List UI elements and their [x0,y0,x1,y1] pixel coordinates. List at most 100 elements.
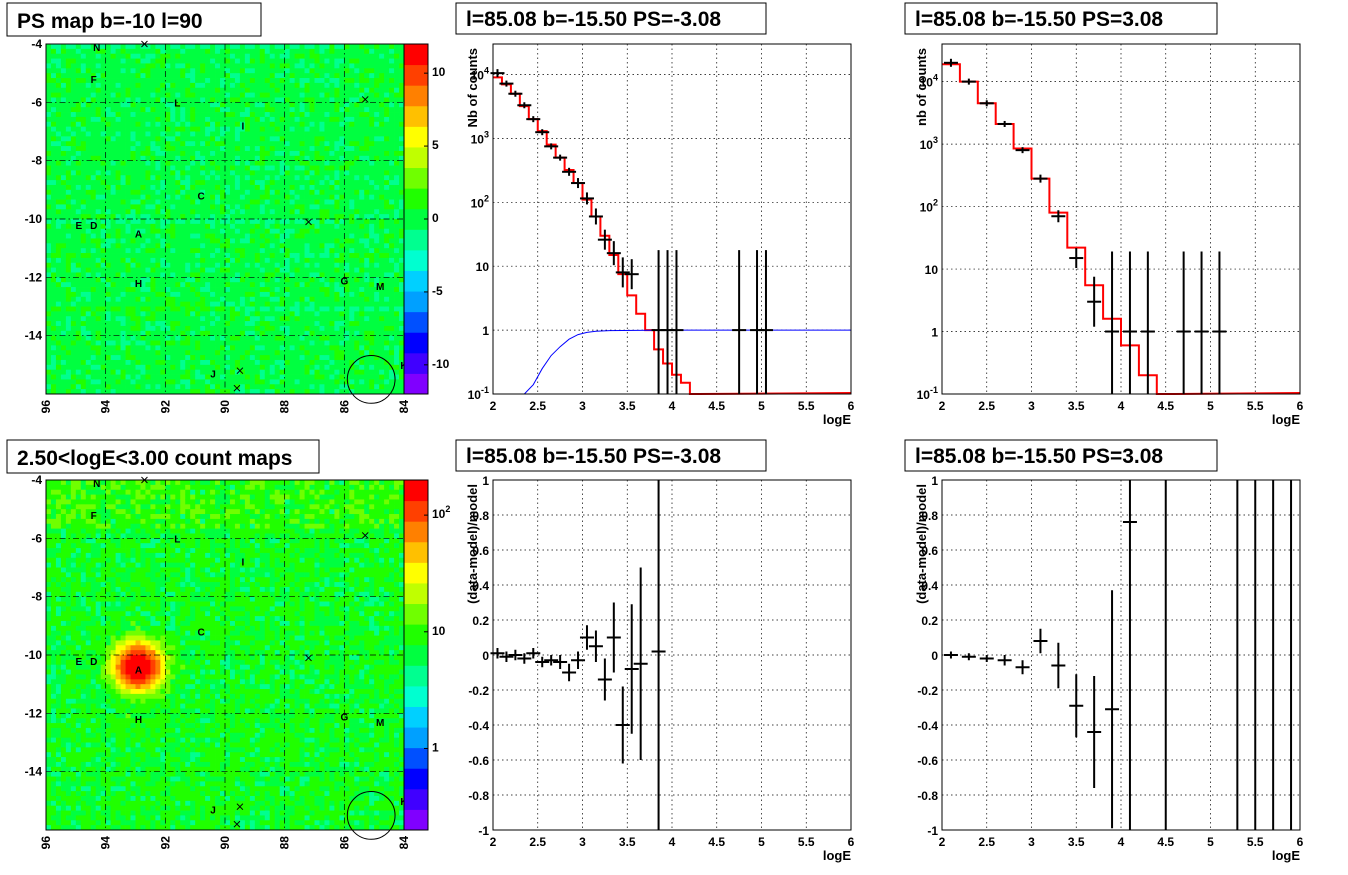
heatmap-cell [314,63,320,69]
heatmap-cell [269,238,276,244]
heatmap-cell [125,257,131,264]
heatmap-cell [90,219,97,225]
heatmap-cell [329,389,335,395]
heatmap-cell [379,180,385,186]
heatmap-cell [50,204,57,210]
heatmap-cell [319,121,325,128]
heatmap-cell [95,107,102,113]
heatmap-cell [180,228,186,234]
heatmap-cell [339,379,345,385]
heatmap-cell [334,131,340,137]
heatmap-cell [339,253,345,259]
heatmap-cell [135,53,141,59]
heatmap-cell [185,262,191,269]
heatmap-cell [309,238,315,244]
heatmap-cell [229,355,236,361]
heatmap-cell [254,364,261,371]
heatmap-cell [339,48,345,55]
heatmap-cell [115,199,121,205]
heatmap-cell [100,359,107,366]
heatmap-cell [225,340,231,346]
heatmap-cell [264,345,271,351]
heatmap-cell [289,253,296,259]
heatmap-cell [220,194,226,200]
heatmap-cell [170,58,176,64]
heatmap-cell [135,219,141,225]
heatmap-cell [374,214,380,220]
heatmap-cell [65,282,72,288]
heatmap-cell [339,243,345,249]
heatmap-cell [165,82,171,89]
heatmap-cell [110,78,117,84]
heatmap-cell [190,267,196,273]
heatmap-cell [150,311,156,317]
heatmap-cell [100,311,107,317]
heatmap-cell [70,325,77,332]
heatmap-cell [339,248,345,254]
heatmap-cell [70,68,77,74]
heatmap-cell [200,223,206,230]
heatmap-cell [80,150,87,157]
heatmap-cell [155,44,161,50]
heatmap-cell [229,330,236,337]
heatmap-cell [185,48,191,55]
heatmap-cell [349,287,355,293]
heatmap-cell [130,287,136,293]
heatmap-cell [294,335,300,341]
heatmap-cell [344,253,350,259]
heatmap-cell [200,165,206,171]
heatmap-cell [279,107,286,113]
heatmap-cell [115,243,121,249]
heatmap-cell [190,194,196,200]
heatmap-cell [359,150,365,157]
heatmap-cell [125,44,131,50]
heatmap-cell [299,389,305,395]
heatmap-cell [374,277,380,283]
heatmap-cell [160,369,166,375]
heatmap-cell [170,345,176,351]
heatmap-cell [264,92,271,98]
heatmap-cell [160,243,166,249]
heatmap-cell [175,116,181,123]
heatmap-cell [304,223,310,230]
heatmap-cell [364,296,370,303]
heatmap-cell [364,102,370,108]
heatmap-cell [264,257,271,264]
heatmap-cell [90,350,97,356]
heatmap-cell [259,126,266,132]
heatmap-cell [55,287,62,293]
heatmap-cell [185,228,191,234]
heatmap-cell [359,82,365,89]
heatmap-cell [195,219,201,225]
heatmap-cell [364,262,370,269]
heatmap-cell [140,214,146,220]
heatmap-cell [115,311,121,317]
heatmap-cell [244,301,251,307]
heatmap-cell [220,355,226,361]
heatmap-cell [299,48,305,55]
heatmap-cell [249,107,256,113]
heatmap-cell [210,257,216,264]
heatmap-cell [249,44,256,50]
heatmap-cell [85,238,92,244]
heatmap-cell [374,384,380,390]
heatmap-cell [349,53,355,59]
heatmap-cell [70,63,77,69]
heatmap-cell [140,311,146,317]
heatmap-cell [50,345,57,351]
heatmap-cell [309,48,315,55]
heatmap-cell [210,330,216,337]
heatmap-cell [90,282,97,288]
heatmap-cell [225,248,231,254]
heatmap-cell [264,340,271,346]
heatmap-cell [150,116,156,123]
heatmap-cell [344,87,350,94]
heatmap-cell [200,189,206,196]
heatmap-cell [100,238,107,244]
heatmap-cell [269,53,276,59]
heatmap-cell [314,253,320,259]
heatmap-cell [354,150,360,157]
heatmap-cell [229,296,236,303]
heatmap-cell [80,155,87,162]
heatmap-cell [135,350,141,356]
